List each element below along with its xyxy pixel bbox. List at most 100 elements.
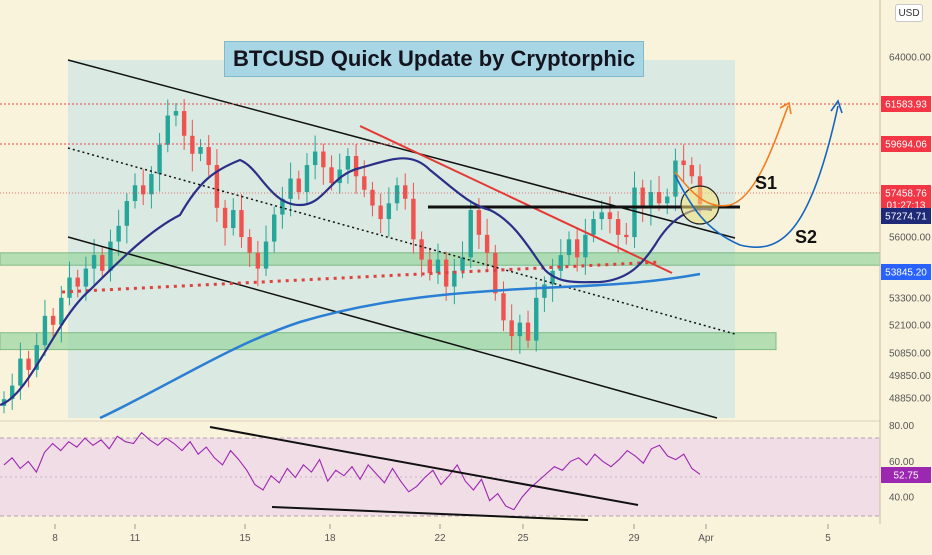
- candle-body: [214, 165, 220, 208]
- candle-body: [509, 320, 514, 337]
- s1-arrowhead: [779, 101, 792, 115]
- candle-body: [583, 234, 588, 258]
- candle-body: [460, 257, 465, 271]
- candle-body: [149, 174, 154, 195]
- candle-body: [427, 259, 432, 274]
- price-badge: 57274.71: [881, 208, 931, 224]
- time-tick-label: 11: [130, 533, 141, 544]
- channel-mid-line: [67, 147, 736, 335]
- price-tick-label: 64000.00: [889, 53, 931, 64]
- rsi-line: [3, 431, 701, 511]
- candle-body: [386, 203, 392, 220]
- time-tick-label: 22: [434, 533, 446, 544]
- candle-body: [181, 111, 187, 136]
- candle-body: [75, 277, 80, 287]
- candle-body: [304, 165, 310, 193]
- time-tick-label: 15: [239, 533, 251, 544]
- candle-body: [50, 315, 56, 325]
- channel-lower-line: [67, 236, 718, 419]
- candle-body: [640, 187, 645, 208]
- price-tick-label: 56000.00: [889, 233, 931, 244]
- time-tick-label: 5: [825, 533, 831, 544]
- candle-body: [656, 192, 662, 204]
- price-badge-text: 59694.06: [885, 140, 927, 151]
- candle-body: [673, 160, 678, 197]
- rsi-tick-label: 40.00: [889, 493, 914, 504]
- candle-body: [9, 385, 15, 400]
- candle-body: [108, 241, 113, 271]
- candle-body: [288, 178, 293, 199]
- candle-body: [493, 252, 498, 294]
- price-badge-bg: [881, 96, 931, 112]
- candle-body: [206, 147, 211, 166]
- rsi-tick-label: 80.00: [889, 421, 914, 432]
- price-badge: 52.75: [881, 467, 931, 483]
- candle-body: [34, 345, 39, 370]
- rsi-upper-divergence-line: [209, 426, 639, 506]
- candle-body: [665, 196, 670, 204]
- price-badge-bg: [881, 467, 931, 483]
- candle-body: [198, 147, 203, 154]
- candle-body: [222, 207, 228, 229]
- price-badge: 53845.20: [881, 264, 931, 280]
- price-badge-text: 61583.93: [885, 100, 927, 111]
- candle-body: [607, 212, 613, 220]
- price-tick-label: 49850.00: [889, 371, 931, 382]
- price-badge-text: 57274.71: [885, 212, 927, 223]
- fast-moving-average: [0, 157, 713, 407]
- candle-body: [116, 225, 121, 242]
- candle-body: [263, 241, 269, 269]
- candle-body: [353, 156, 359, 177]
- candle-body: [452, 270, 457, 287]
- candle-body: [18, 358, 23, 386]
- candle-body: [280, 198, 285, 215]
- rsi-tick-label: 60.00: [889, 457, 914, 468]
- price-tick-label: 48850.00: [889, 394, 931, 405]
- price-tick-label: 53300.00: [889, 293, 931, 304]
- currency-button[interactable]: USD: [895, 4, 923, 22]
- chart-title-box: BTCUSD Quick Update by Cryptorphic: [224, 41, 645, 77]
- candle-body: [329, 167, 334, 184]
- candle-body: [83, 268, 89, 287]
- candle-body: [362, 176, 367, 190]
- price-tick-label: 52100.00: [889, 320, 931, 331]
- candle-body: [231, 210, 236, 229]
- candle-body: [157, 144, 162, 175]
- candle-body: [247, 237, 252, 253]
- s2-label: S2: [795, 227, 817, 247]
- candle-body: [100, 255, 105, 271]
- candle-body: [484, 234, 490, 253]
- candle-body: [566, 239, 572, 256]
- candle-body: [468, 210, 473, 258]
- candle-body: [648, 192, 654, 208]
- price-badge-text: 52.75: [893, 471, 918, 482]
- price-badge-bg: [881, 264, 931, 280]
- candle-body: [615, 219, 621, 235]
- price-badge-text: 01:27:13: [887, 201, 926, 212]
- candle-body: [370, 189, 375, 206]
- candle-body: [42, 315, 48, 346]
- s2-arrowhead: [830, 99, 843, 114]
- candle-body: [296, 178, 301, 193]
- candle-body: [255, 252, 261, 269]
- candle-body: [542, 284, 547, 298]
- candle-body: [173, 111, 179, 116]
- price-badge-bg: [881, 208, 931, 224]
- candle-body: [681, 160, 686, 166]
- candle-body: [26, 358, 31, 370]
- descending-trendline: [359, 125, 673, 274]
- candle-body: [394, 185, 400, 204]
- price-badge-text: 53845.20: [885, 268, 927, 279]
- candle-body: [165, 115, 170, 145]
- candle-body: [403, 185, 408, 199]
- candle-body: [272, 214, 277, 242]
- slow-moving-average: [99, 272, 701, 420]
- candle-body: [501, 293, 506, 321]
- candle-body: [632, 187, 637, 238]
- price-badge: 59694.06: [881, 136, 931, 152]
- price-badge: 61583.93: [881, 96, 931, 112]
- time-tick-label: Apr: [698, 533, 714, 544]
- candle-body: [91, 255, 97, 269]
- s1-projection-path: [674, 105, 789, 207]
